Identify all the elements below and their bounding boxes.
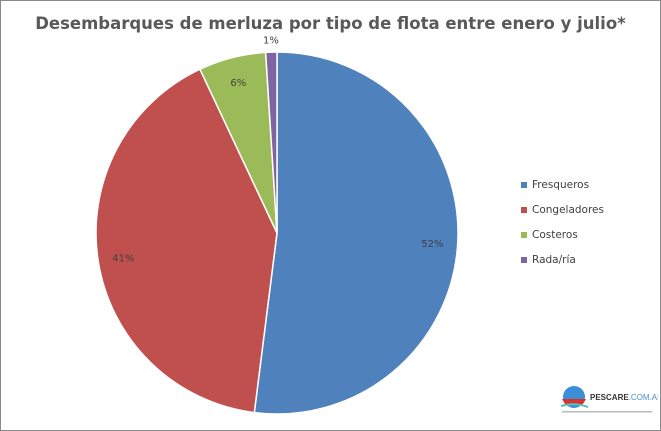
legend-label: Fresqueros [532,178,590,191]
legend-swatch [521,181,527,188]
data-label: 1% [263,35,279,46]
legend-item: Fresqueros [521,172,604,197]
svg-text:PESCARE.COM.AR: PESCARE.COM.AR [590,393,658,402]
pie-slice-congeladores [95,68,278,414]
legend-item: Costeros [521,222,604,247]
legend-label: Rada/ría [532,253,576,266]
pie-slice-rada-r-a [264,51,278,234]
legend-swatch [521,231,527,238]
legend-item: Congeladores [521,197,604,222]
legend-swatch [521,206,527,213]
legend: Fresqueros Congeladores Costeros Rada/ría [521,172,604,272]
legend-swatch [521,256,527,263]
data-label: 6% [230,78,246,89]
data-label: 52% [421,239,443,250]
pie-slice-fresqueros [253,51,459,415]
chart-title: Desembarques de merluza por tipo de flot… [35,14,626,33]
data-label: 41% [112,253,134,264]
pescare-logo: PESCARE.COM.AR [560,386,658,413]
legend-label: Costeros [532,228,578,241]
legend-label: Congeladores [532,203,604,216]
legend-item: Rada/ría [521,247,604,272]
